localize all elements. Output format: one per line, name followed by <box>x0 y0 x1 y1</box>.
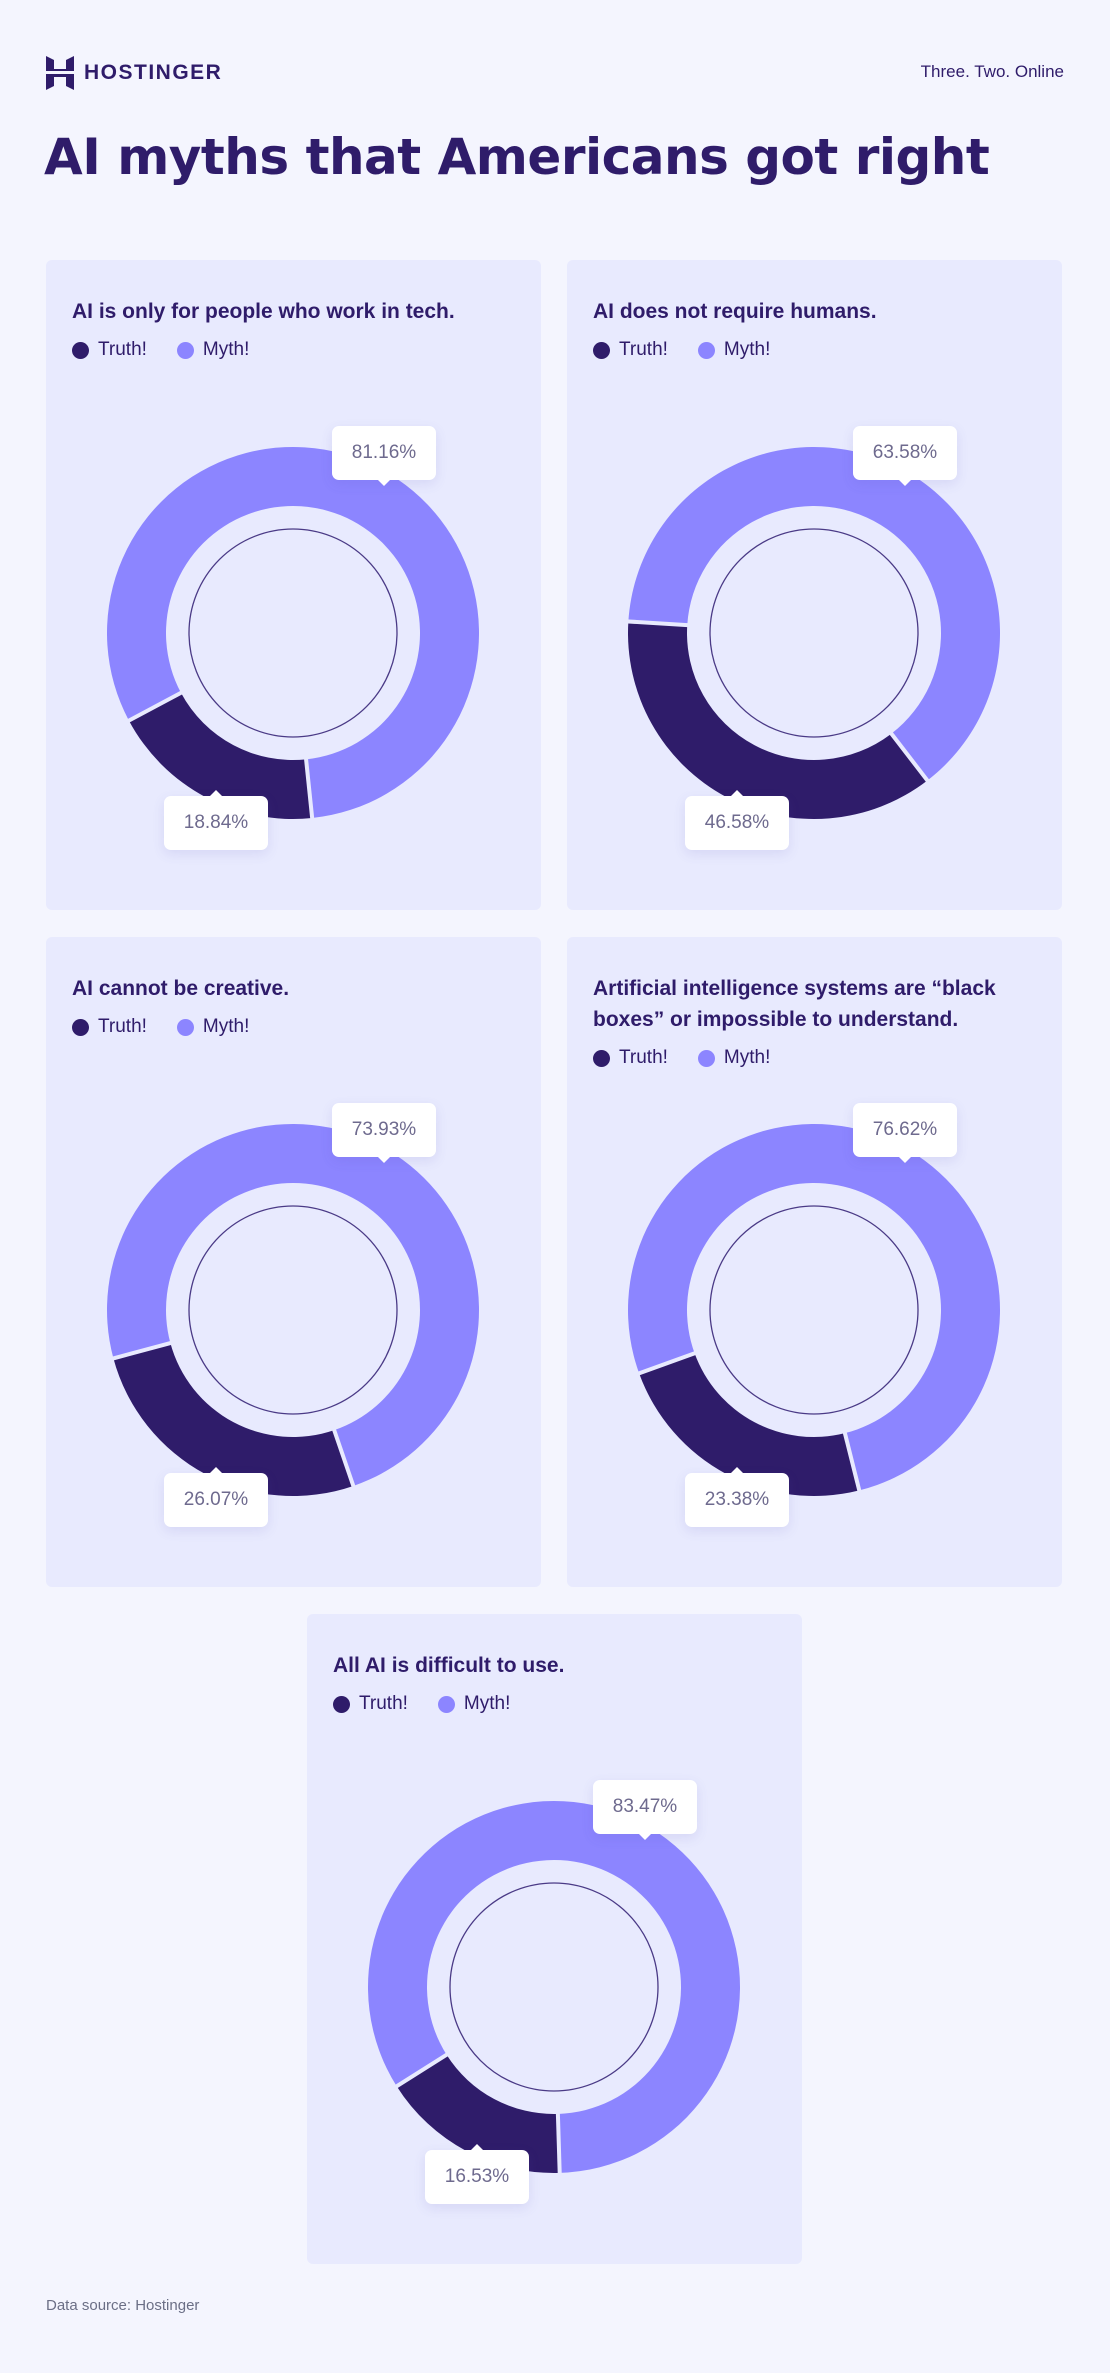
segment-divider <box>636 1350 698 1376</box>
donut-segment-truth <box>639 1353 860 1496</box>
hostinger-logo-icon <box>46 56 74 90</box>
donut-segment-myth <box>628 1124 1000 1491</box>
truth-dot-icon <box>72 1018 89 1036</box>
truth-value-label: 18.84% <box>164 790 268 850</box>
segment-divider <box>626 619 690 628</box>
chart-card: All AI is difficult to use. Truth! Myth!… <box>307 1614 802 2264</box>
segment-divider <box>888 730 931 784</box>
segment-divider <box>303 757 315 821</box>
legend-myth-label: Myth! <box>463 1693 511 1714</box>
chart-title: All AI is difficult to use. <box>333 1654 565 1677</box>
legend-myth-label: Myth! <box>202 339 250 360</box>
legend-myth: Myth! <box>437 1691 511 1717</box>
legend-truth-label: Truth! <box>359 1693 408 1714</box>
segment-divider <box>331 1427 356 1489</box>
legend-truth-label: Truth! <box>619 1047 668 1068</box>
inner-circle <box>188 1205 398 1415</box>
inner-circle <box>709 1205 919 1415</box>
donut-segment-truth <box>628 621 928 819</box>
legend-truth-label: Truth! <box>619 339 668 360</box>
chart-card: AI cannot be creative. Truth! Myth! 73.9… <box>46 937 541 1587</box>
chart-legend: Truth! Myth! <box>593 337 1043 363</box>
inner-circle <box>188 528 398 738</box>
legend-myth-label: Myth! <box>723 339 771 360</box>
truth-value-label: 46.58% <box>685 790 789 850</box>
donut-segment-myth <box>107 447 480 819</box>
truth-value-label: 26.07% <box>164 1467 268 1527</box>
legend-truth-label: Truth! <box>98 1016 147 1037</box>
myth-dot-icon <box>697 1049 715 1067</box>
inner-circle <box>449 1882 659 2092</box>
myth-dot-icon <box>697 341 715 359</box>
chart-legend: Truth! Myth! <box>593 1045 1043 1071</box>
donut-chart <box>628 1124 1000 1496</box>
segment-divider <box>110 1340 173 1361</box>
donut-segment-truth <box>396 2054 560 2173</box>
donut-segment-truth <box>128 692 313 820</box>
legend-myth-label: Myth! <box>723 1047 771 1068</box>
legend-truth: Truth! <box>593 1045 668 1071</box>
myth-value-label: 63.58% <box>853 426 957 486</box>
truth-dot-icon <box>593 341 610 359</box>
legend-truth: Truth! <box>593 337 668 363</box>
brand-name: HOSTINGER <box>84 61 223 84</box>
truth-value-label: 23.38% <box>685 1467 789 1527</box>
inner-circle <box>709 528 919 738</box>
legend-truth: Truth! <box>333 1691 408 1717</box>
donut-segment-myth <box>628 446 1000 781</box>
data-source: Data source: Hostinger <box>46 2297 200 2314</box>
legend-truth-label: Truth! <box>98 339 147 360</box>
myth-dot-icon <box>437 1695 455 1713</box>
truth-dot-icon <box>593 1049 610 1067</box>
segment-divider <box>555 2111 562 2175</box>
truth-value-label: 16.53% <box>425 2144 529 2204</box>
page-title: AI myths that Americans got right <box>44 128 990 186</box>
chart-legend: Truth! Myth! <box>333 1691 783 1717</box>
chart-title: AI is only for people who work in tech. <box>72 300 455 323</box>
truth-dot-icon <box>333 1695 350 1713</box>
card-header: AI does not require humans. Truth! Myth! <box>593 296 1043 363</box>
legend-myth: Myth! <box>697 337 771 363</box>
card-header: Artificial intelligence systems are “bla… <box>593 973 1043 1071</box>
legend-myth: Myth! <box>176 1014 250 1040</box>
myth-value-label: 76.62% <box>853 1103 957 1163</box>
myth-value-label: 73.93% <box>332 1103 436 1163</box>
legend-myth: Myth! <box>176 337 250 363</box>
segment-divider <box>393 2052 450 2089</box>
donut-segment-myth <box>107 1124 480 1486</box>
chart-card: Artificial intelligence systems are “bla… <box>567 937 1062 1587</box>
donut-segment-myth <box>368 1801 740 2173</box>
card-header: AI cannot be creative. Truth! Myth! <box>72 973 522 1040</box>
chart-card: AI does not require humans. Truth! Myth!… <box>567 260 1062 910</box>
myth-dot-icon <box>176 1018 194 1036</box>
chart-legend: Truth! Myth! <box>72 1014 522 1040</box>
myth-dot-icon <box>176 341 194 359</box>
donut-chart <box>368 1801 740 2175</box>
myth-value-label: 81.16% <box>332 426 436 486</box>
tagline: Three. Two. Online <box>920 62 1064 81</box>
legend-truth: Truth! <box>72 1014 147 1040</box>
donut-chart <box>626 446 1000 819</box>
card-header: All AI is difficult to use. Truth! Myth! <box>333 1650 783 1717</box>
legend-myth-label: Myth! <box>202 1016 250 1037</box>
donut-chart <box>107 1124 480 1496</box>
donut-chart <box>107 447 480 821</box>
chart-card: AI is only for people who work in tech. … <box>46 260 541 910</box>
chart-title: AI cannot be creative. <box>72 977 290 1000</box>
donut-segment-truth <box>113 1343 354 1496</box>
segment-divider <box>842 1430 862 1493</box>
myth-value-label: 83.47% <box>593 1780 697 1840</box>
legend-myth: Myth! <box>697 1045 771 1071</box>
card-header: AI is only for people who work in tech. … <box>72 296 522 363</box>
segment-divider <box>126 690 184 724</box>
chart-legend: Truth! Myth! <box>72 337 522 363</box>
chart-title: AI does not require humans. <box>593 300 877 323</box>
truth-dot-icon <box>72 341 89 359</box>
hostinger-logo: HOSTINGER <box>46 56 222 90</box>
legend-truth: Truth! <box>72 337 147 363</box>
chart-title: Artificial intelligence systems are “bla… <box>593 977 996 1031</box>
